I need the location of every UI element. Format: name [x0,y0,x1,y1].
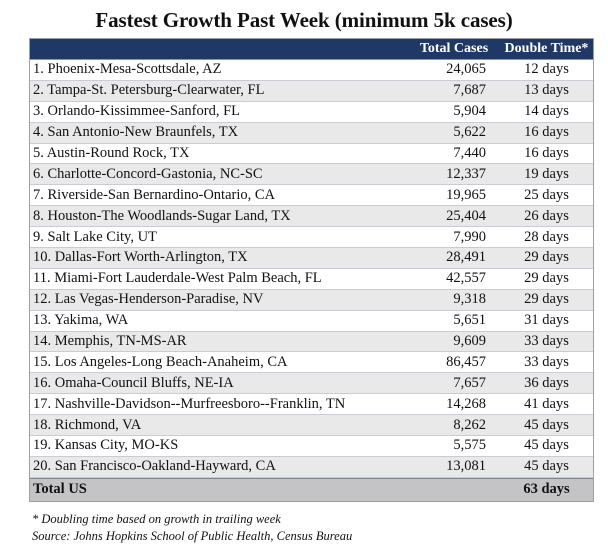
total-row: Total US 63 days [30,477,593,501]
source-note: Source: Johns Hopkins School of Public H… [32,529,353,543]
table-header: Total Cases Double Time* [30,39,593,60]
total-cases-cell: 5,575 [453,437,486,454]
metro-name: 3. Orlando-Kissimmee-Sanford, FL [33,103,240,120]
table-row: 12. Las Vegas-Henderson-Paradise, NV 9,31… [30,289,593,311]
metro-name: 5. Austin-Round Rock, TX [33,145,190,161]
total-label: Total US [33,481,87,498]
metro-name: 13. Yakima, WA [33,312,129,329]
total-cases-cell: 28,491 [446,249,486,266]
double-time-cell: 16 days [524,145,569,161]
metro-name: 15. Los Angeles-Long Beach-Anaheim, CA [33,353,288,370]
total-cases-cell: 19,965 [446,186,486,203]
table-row: 19. Kansas City, MO-KS 5,575 45 days [30,436,593,457]
total-cases-cell: 24,065 [446,61,486,78]
total-cases-cell: 42,557 [446,270,486,287]
table-row: 10. Dallas-Fort Worth-Arlington, TX 28,49… [30,248,593,269]
double-time-cell: 12 days [524,61,569,78]
double-time-cell: 13 days [524,82,569,99]
double-time-cell: 19 days [524,165,569,182]
table-body: 1. Phoenix-Mesa-Scottsdale, AZ 24,065 12 d… [30,60,593,478]
header-double-time: Double Time* [504,41,589,56]
table-row: 2. Tampa-St. Petersburg-Clearwater, FL 7,… [30,80,593,102]
metro-name: 20. San Francisco-Oakland-Hayward, CA [33,458,276,475]
table-row: 6. Charlotte-Concord-Gastonia, NC-SC 12,3… [30,164,593,186]
total-cases-cell: 9,318 [453,291,486,308]
metro-name: 12. Las Vegas-Henderson-Paradise, NV [33,291,264,308]
metro-name: 6. Charlotte-Concord-Gastonia, NC-SC [33,165,263,182]
metro-name: 2. Tampa-St. Petersburg-Clearwater, FL [33,82,265,99]
metro-name: 16. Omaha-Council Bluffs, NE-IA [33,374,234,391]
double-time-cell: 33 days [524,353,569,370]
total-cases-cell: 9,609 [453,333,486,350]
total-cases-cell: 5,651 [453,312,486,329]
metro-name: 14. Memphis, TN-MS-AR [33,333,187,350]
table-row: 16. Omaha-Council Bluffs, NE-IA 7,657 36 d… [30,373,593,395]
metro-name: 11. Miami-Fort Lauderdale-West Palm Beac… [33,270,322,287]
total-cases-cell: 14,268 [446,395,486,412]
total-cases-cell: 5,904 [453,103,486,120]
total-cases-cell: 86,457 [446,353,486,370]
total-double-time: 63 days [523,481,570,498]
table-row: 4. San Antonio-New Braunfels, TX 5,622 16 … [30,122,593,144]
total-cases-cell: 7,440 [453,145,486,161]
growth-table: Total Cases Double Time* 1. Phoenix-Mesa… [29,38,594,502]
footnotes: * Doubling time based on growth in trail… [32,511,352,545]
total-cases-cell: 8,262 [453,416,486,433]
metro-name: 7. Riverside-San Bernardino-Ontario, CA [33,186,276,203]
total-cases-cell: 12,337 [446,165,486,182]
doubling-footnote: * Doubling time based on growth in trail… [32,512,281,526]
metro-name: 8. Houston-The Woodlands-Sugar Land, TX [33,207,291,224]
double-time-cell: 45 days [524,437,569,454]
double-time-cell: 29 days [524,291,569,308]
table-row: 17. Nashville-Davidson--Murfreesboro--Fr… [30,394,593,416]
table-row: 14. Memphis, TN-MS-AR 9,609 33 days [30,331,593,353]
table-row: 5. Austin-Round Rock, TX 7,440 16 days [30,144,593,165]
metro-name: 19. Kansas City, MO-KS [33,437,179,454]
double-time-cell: 26 days [524,207,569,224]
metro-name: 4. San Antonio-New Braunfels, TX [33,124,239,141]
double-time-cell: 28 days [524,228,569,245]
double-time-cell: 25 days [524,186,569,203]
double-time-cell: 29 days [524,249,569,266]
double-time-cell: 45 days [524,458,569,475]
double-time-cell: 16 days [524,124,569,141]
double-time-cell: 41 days [524,395,569,412]
table-row: 11. Miami-Fort Lauderdale-West Palm Beac… [30,269,593,290]
total-cases-cell: 13,081 [446,458,486,475]
metro-name: 18. Richmond, VA [33,416,142,433]
total-cases-cell: 7,657 [453,374,486,391]
table-row: 3. Orlando-Kissimmee-Sanford, FL 5,904 14 … [30,102,593,123]
double-time-cell: 14 days [524,103,569,120]
metro-name: 1. Phoenix-Mesa-Scottsdale, AZ [33,61,222,78]
metro-name: 17. Nashville-Davidson--Murfreesboro--Fr… [33,395,346,412]
double-time-cell: 33 days [524,333,569,350]
total-cases-cell: 25,404 [446,207,486,224]
double-time-cell: 45 days [524,416,569,433]
total-cases-cell: 7,990 [453,228,486,245]
metro-name: 9. Salt Lake City, UT [33,228,157,245]
double-time-cell: 31 days [524,312,569,329]
table-row: 8. Houston-The Woodlands-Sugar Land, TX 2… [30,206,593,228]
table-row: 18. Richmond, VA 8,262 45 days [30,415,593,437]
table-row: 9. Salt Lake City, UT 7,990 28 days [30,227,593,249]
page-title: Fastest Growth Past Week (minimum 5k cas… [95,8,513,32]
table-row: 1. Phoenix-Mesa-Scottsdale, AZ 24,065 12 d… [30,60,593,81]
total-cases-cell: 7,687 [453,82,486,99]
metro-name: 10. Dallas-Fort Worth-Arlington, TX [33,249,248,266]
header-total-cases: Total Cases [419,41,489,56]
total-cases-cell: 5,622 [453,124,486,141]
table-row: 15. Los Angeles-Long Beach-Anaheim, CA 86… [30,352,593,374]
table-row: 13. Yakima, WA 5,651 31 days [30,311,593,332]
table-row: 7. Riverside-San Bernardino-Ontario, CA 1… [30,185,593,207]
double-time-cell: 29 days [524,270,569,287]
double-time-cell: 36 days [524,374,569,391]
table-row: 20. San Francisco-Oakland-Hayward, CA 13,… [30,456,593,478]
